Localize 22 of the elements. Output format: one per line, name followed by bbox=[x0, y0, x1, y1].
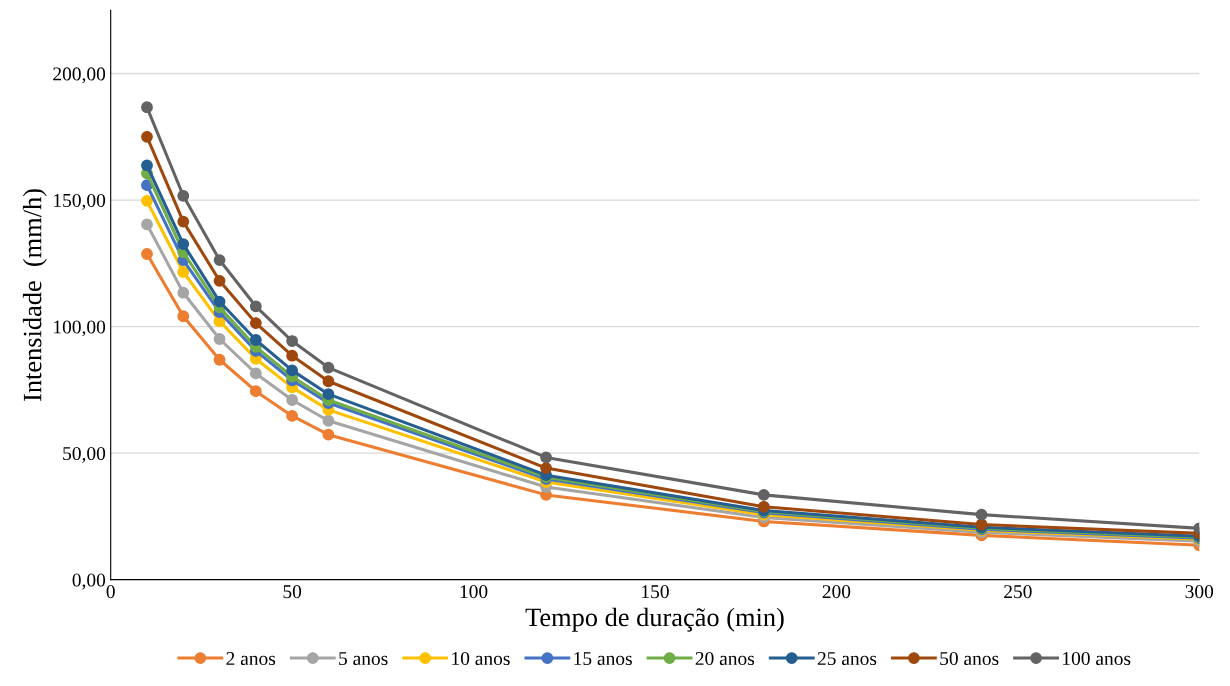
x-tick-label: 250 bbox=[1004, 585, 1032, 599]
x-tick-label: 150 bbox=[642, 585, 669, 599]
legend-label: 25 anos bbox=[817, 652, 877, 666]
legend-label: 15 anos bbox=[574, 652, 632, 666]
y-tick-label: 150,00 bbox=[54, 193, 106, 210]
y-tick-label: 0,00 bbox=[72, 573, 106, 590]
y-tick-label: 200,00 bbox=[53, 67, 106, 84]
x-axis-title: Tempo de duração (min) bbox=[525, 607, 784, 632]
y-tick-label: 50,00 bbox=[63, 446, 106, 463]
x-tick-label: 50 bbox=[283, 585, 302, 599]
legend-label: 100 anos bbox=[1063, 651, 1131, 666]
legend-label: 5 anos bbox=[339, 652, 388, 666]
x-tick-label: 300 bbox=[1185, 585, 1214, 599]
y-tick-label: 100,00 bbox=[54, 320, 106, 337]
legend-label: 50 anos bbox=[940, 651, 999, 666]
x-tick-label: 0 bbox=[106, 585, 115, 599]
legend-label: 2 anos bbox=[226, 652, 276, 666]
x-tick-label: 200 bbox=[822, 585, 851, 599]
y-axis-title: Intensidade (mm/h) bbox=[22, 189, 47, 402]
legend-label: 20 anos bbox=[695, 651, 755, 666]
legend-label: 10 anos bbox=[452, 651, 510, 666]
x-tick-label: 100 bbox=[460, 585, 488, 599]
